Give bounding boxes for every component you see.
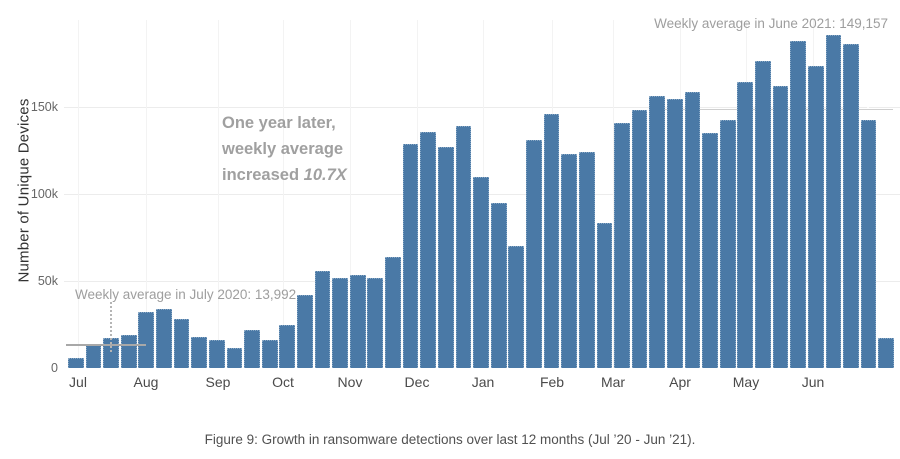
bar <box>244 329 260 368</box>
bar <box>349 275 366 368</box>
increase-annotation-line3: increased 10.7X <box>222 166 347 184</box>
v-gridline-Mar <box>613 20 614 368</box>
bar <box>385 256 401 368</box>
x-tick-Aug: Aug <box>133 374 159 390</box>
x-tick-May: May <box>732 374 760 390</box>
july-average-line <box>66 343 146 346</box>
bar <box>402 143 419 368</box>
june-average-annotation: Weekly average in June 2021: 149,157 <box>654 16 888 31</box>
x-tick-Oct: Oct <box>272 374 294 390</box>
bar <box>279 324 296 368</box>
bar <box>156 308 172 368</box>
bar <box>473 176 489 368</box>
bar <box>684 91 701 368</box>
y-tick-100k: 100k <box>30 187 58 202</box>
bar <box>666 98 683 368</box>
x-tick-Jun: Jun <box>801 374 825 390</box>
bar <box>297 295 313 368</box>
bar <box>226 348 243 368</box>
july-average-dotted-connector <box>110 302 112 352</box>
ransomware-bar-chart: Number of Unique Devices 150k 100k 50k 0… <box>16 16 900 390</box>
v-gridline-Jul <box>78 20 79 368</box>
bar <box>85 343 102 368</box>
bar <box>649 96 666 368</box>
x-tick-Jul: Jul <box>69 374 87 390</box>
bar <box>614 122 630 368</box>
bar <box>755 61 771 368</box>
bar <box>455 126 472 368</box>
x-tick-Apr: Apr <box>669 374 691 390</box>
bar <box>860 120 877 368</box>
bar <box>561 154 577 368</box>
x-tick-Feb: Feb <box>539 374 565 390</box>
h-gridline-150k <box>64 107 900 109</box>
bar <box>578 151 595 368</box>
bar <box>825 35 842 368</box>
bar <box>332 277 348 368</box>
bar <box>138 312 155 368</box>
v-gridline-Nov <box>350 20 351 368</box>
bar <box>596 222 613 368</box>
bar <box>420 131 437 368</box>
bar <box>526 140 542 368</box>
bar <box>208 340 225 368</box>
y-tick-50k: 50k <box>37 274 58 289</box>
bar <box>790 41 807 368</box>
bar <box>543 114 560 368</box>
bar <box>437 147 454 368</box>
x-tick-Sep: Sep <box>205 374 231 390</box>
bar <box>772 85 789 368</box>
increase-annotation: One year later, weekly average increased… <box>222 110 347 188</box>
bar <box>737 82 754 368</box>
bar <box>807 65 824 368</box>
x-tick-Nov: Nov <box>337 374 363 390</box>
bar <box>367 277 384 368</box>
increase-annotation-line1: One year later, <box>222 114 336 132</box>
bar <box>843 43 859 368</box>
bar <box>261 340 278 368</box>
bar <box>719 120 736 368</box>
v-gridline-Aug <box>146 20 147 368</box>
june-average-dotted-connector <box>867 38 869 109</box>
bar <box>191 336 208 368</box>
bar <box>508 246 525 368</box>
x-tick-Jan: Jan <box>471 374 495 390</box>
x-tick-Dec: Dec <box>404 374 430 390</box>
v-gridline-Sep <box>218 20 219 368</box>
increase-annotation-line2: weekly average <box>222 140 344 158</box>
bar <box>490 202 507 368</box>
bar <box>702 133 718 368</box>
v-gridline-Oct <box>283 20 284 368</box>
x-tick-Mar: Mar <box>600 374 626 390</box>
bar <box>68 358 84 368</box>
y-tick-150k: 150k <box>30 100 58 115</box>
bar <box>173 319 190 368</box>
y-tick-0: 0 <box>51 361 58 375</box>
increase-multiplier: 10.7X <box>303 166 347 184</box>
july-average-annotation: Weekly average in July 2020: 13,992 <box>75 287 297 302</box>
bar <box>631 109 648 368</box>
bar <box>120 334 137 368</box>
bar <box>878 337 895 368</box>
bar <box>314 270 331 368</box>
figure-caption: Figure 9: Growth in ransomware detection… <box>204 432 696 447</box>
